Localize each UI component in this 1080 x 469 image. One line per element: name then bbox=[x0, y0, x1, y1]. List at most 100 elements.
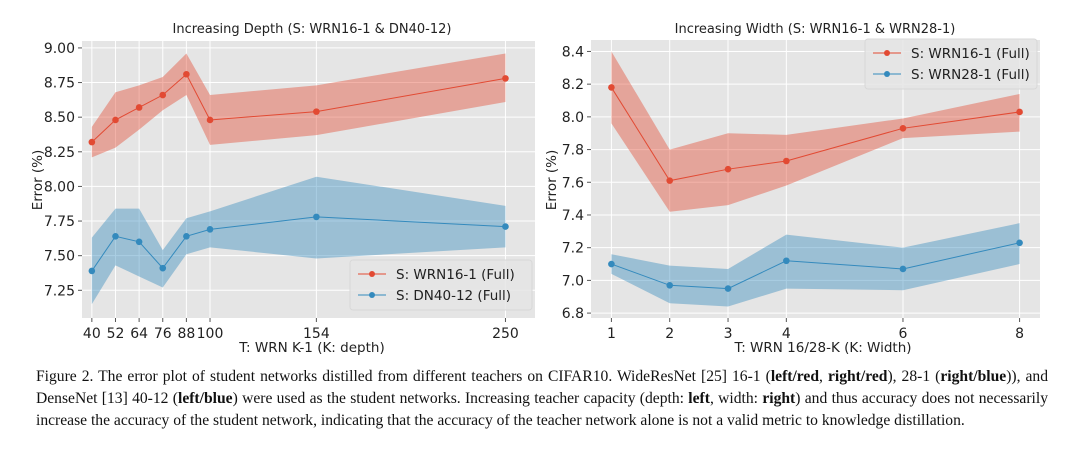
y-tick-label: 7.75 bbox=[44, 214, 75, 230]
caption-segment: Figure 2. The error plot of student netw… bbox=[36, 368, 771, 385]
x-tick-label: 88 bbox=[177, 326, 195, 342]
legend-label: S: DN40-12 (Full) bbox=[396, 288, 511, 304]
series-1-confidence-band bbox=[91, 176, 506, 305]
legend-box bbox=[349, 259, 533, 311]
series-0-point bbox=[608, 84, 615, 91]
width-chart: Increasing Width (S: WRN16-1 & WRN28-1) … bbox=[544, 22, 1040, 356]
y-tick-label: 8.0 bbox=[562, 110, 584, 126]
y-tick-label: 7.2 bbox=[562, 241, 584, 257]
y-tick-label: 7.0 bbox=[562, 273, 584, 289]
series-1-point bbox=[112, 232, 119, 240]
series-0-line bbox=[91, 73, 506, 143]
series-1-point bbox=[666, 281, 674, 289]
series-1-point bbox=[88, 267, 96, 275]
y-tick-label: 7.8 bbox=[562, 143, 584, 159]
legend-label: S: WRN16-1 (Full) bbox=[911, 46, 1030, 62]
series-1-point bbox=[1016, 239, 1023, 247]
y-axis-label: Error (%) bbox=[30, 150, 46, 211]
y-tick-label: 8.50 bbox=[44, 110, 75, 126]
legend-label: S: WRN16-1 (Full) bbox=[396, 267, 515, 283]
series-0-confidence-band bbox=[91, 53, 506, 158]
y-tick-label: 7.25 bbox=[44, 283, 75, 299]
x-tick-label: 8 bbox=[1015, 326, 1024, 342]
figure-caption: Figure 2. The error plot of student netw… bbox=[36, 366, 1048, 432]
caption-segment: ) and thus accuracy does not necessarily… bbox=[36, 390, 1049, 429]
x-tick-label: 2 bbox=[665, 326, 674, 342]
x-tick-label: 1 bbox=[607, 326, 616, 342]
y-tick-label: 7.50 bbox=[44, 249, 75, 265]
legend-marker bbox=[369, 292, 375, 298]
caption-bold-segment: left/red bbox=[770, 368, 820, 385]
y-tick-label: 8.4 bbox=[562, 44, 584, 60]
chart-title: Increasing Width (S: WRN16-1 & WRN28-1) bbox=[675, 22, 956, 37]
series-0-point bbox=[183, 70, 190, 78]
series-1-point bbox=[159, 264, 167, 272]
y-tick-label: 8.2 bbox=[562, 77, 584, 93]
x-axis-label: T: WRN K-1 (K: depth) bbox=[238, 340, 384, 356]
series-1-line bbox=[611, 242, 1020, 290]
x-tick-label: 40 bbox=[83, 326, 101, 342]
series-0-point bbox=[502, 75, 509, 82]
series-1-point bbox=[313, 213, 320, 221]
series-0-point bbox=[159, 91, 167, 99]
plot-area: 6.8 7.0 7.2 7.4 7.6 7.8 8.0 8.2 8.4 1 2 3 4 6 8 S: WRN1… bbox=[562, 38, 1040, 342]
series-1-point bbox=[183, 232, 190, 240]
series-1-confidence-band bbox=[611, 223, 1020, 307]
x-axis-label: T: WRN 16/28-K (K: Width) bbox=[733, 340, 911, 356]
y-tick-label: 7.4 bbox=[562, 208, 584, 224]
series-1-point bbox=[502, 223, 509, 230]
y-tick-label: 8.75 bbox=[44, 76, 75, 92]
series-1-point bbox=[783, 257, 790, 265]
caption-segment: )), and DenseNet [13] 40-12 ( bbox=[36, 368, 1049, 407]
series-1-point bbox=[206, 226, 214, 233]
x-tick-label: 64 bbox=[130, 326, 148, 342]
y-tick-label: 9.00 bbox=[44, 41, 75, 57]
y-tick-label: 6.8 bbox=[562, 306, 584, 322]
series-1-point bbox=[724, 285, 732, 292]
caption-bold-segment: left bbox=[688, 390, 710, 407]
caption-segment: ), 28-1 ( bbox=[887, 368, 941, 385]
x-tick-label: 100 bbox=[197, 326, 224, 342]
chart-title: Increasing Depth (S: WRN16-1 & DN40-12) bbox=[173, 22, 452, 37]
series-1-line bbox=[91, 216, 506, 272]
y-tick-label: 8.25 bbox=[44, 145, 75, 161]
series-0-point bbox=[135, 104, 143, 111]
series-0-point bbox=[313, 108, 320, 115]
y-tick-label: 8.00 bbox=[44, 179, 75, 195]
caption-bold-segment: right/blue bbox=[940, 368, 1007, 385]
series-0-point bbox=[1016, 108, 1023, 116]
x-tick-label: 52 bbox=[107, 326, 125, 342]
x-tick-label: 4 bbox=[782, 326, 791, 342]
legend-marker bbox=[884, 50, 890, 56]
x-tick-label: 6 bbox=[899, 326, 908, 342]
caption-bold-segment: right bbox=[762, 390, 796, 407]
series-0-point bbox=[899, 125, 907, 132]
series-1-point bbox=[608, 260, 615, 268]
series-0-point bbox=[724, 165, 732, 173]
series-1-point bbox=[135, 238, 143, 246]
caption-segment: , bbox=[819, 368, 828, 385]
series-0-point bbox=[112, 116, 119, 124]
depth-chart: Increasing Depth (S: WRN16-1 & DN40-12) … bbox=[30, 22, 535, 356]
series-0-point bbox=[88, 138, 96, 146]
series-1-point bbox=[899, 265, 907, 273]
legend: S: WRN16-1 (Full) S: DN40-12 (Full) bbox=[349, 259, 533, 311]
caption-segment: ) were used as the student networks. Inc… bbox=[232, 390, 689, 407]
plot-area: 7.25 7.50 7.75 8.00 8.25 8.50 8.75 9.00 40 52 64 76… bbox=[44, 41, 535, 342]
x-tick-label: 76 bbox=[154, 326, 172, 342]
series-0-point bbox=[783, 157, 790, 165]
x-tick-label: 3 bbox=[724, 326, 733, 342]
caption-segment: , width: bbox=[709, 390, 763, 407]
legend-label: S: WRN28-1 (Full) bbox=[911, 67, 1030, 83]
x-tick-label: 154 bbox=[303, 326, 330, 342]
caption-bold-segment: right/red bbox=[827, 368, 888, 385]
legend: S: WRN16-1 (Full) S: WRN28-1 (Full) bbox=[864, 38, 1038, 90]
caption-bold-segment: left/blue bbox=[177, 390, 233, 407]
legend-box bbox=[864, 38, 1038, 90]
legend-marker bbox=[884, 71, 890, 77]
series-0-line bbox=[610, 87, 1020, 182]
x-tick-label: 250 bbox=[492, 326, 519, 342]
y-axis-label: Error (%) bbox=[544, 150, 560, 211]
series-0-point bbox=[206, 116, 214, 124]
y-tick-label: 7.6 bbox=[562, 175, 584, 191]
